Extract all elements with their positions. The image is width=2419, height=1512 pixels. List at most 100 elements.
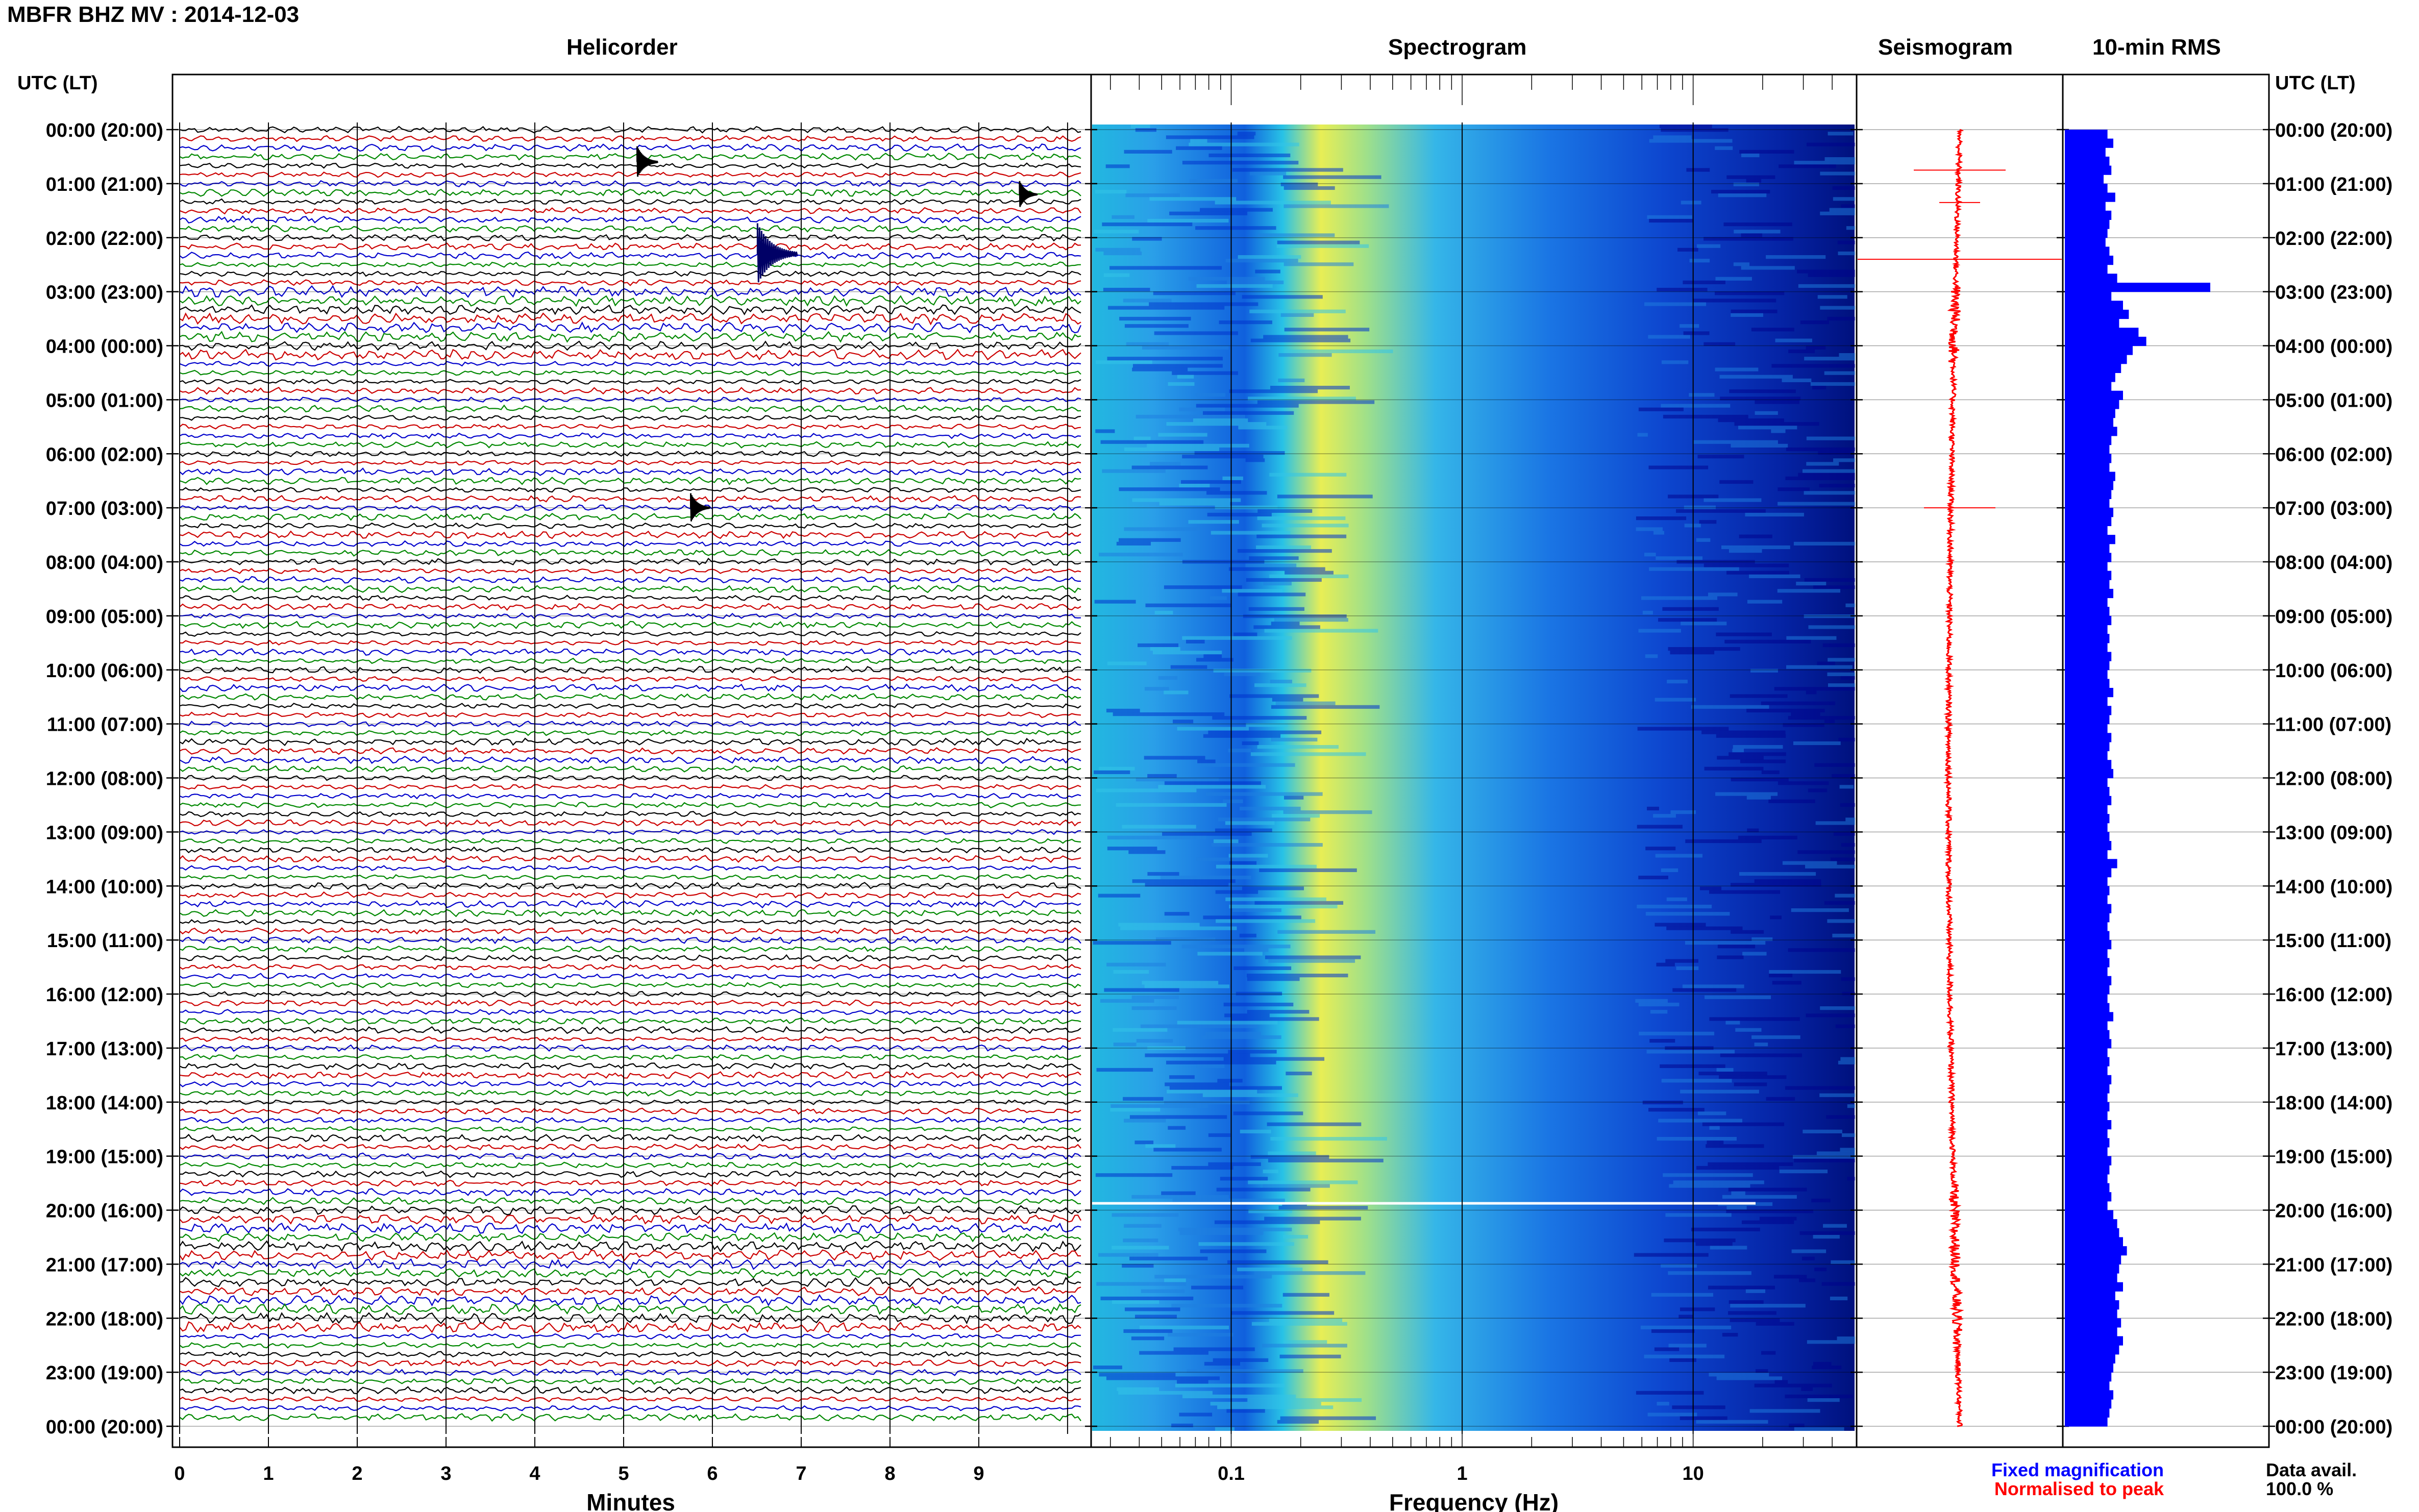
spectrogram-stripe — [1170, 665, 1207, 669]
helicorder-trace — [179, 414, 1081, 421]
spectrogram-stripe — [1830, 857, 1855, 861]
rms-bar — [2065, 1390, 2113, 1400]
spectrogram-stripe — [1638, 876, 1668, 880]
spectrogram-stripe — [1782, 378, 1812, 382]
spectrogram-stripe — [1158, 785, 1266, 789]
spectrogram-stripe — [1113, 970, 1149, 974]
rms-bar — [2065, 499, 2110, 508]
helicorder-trace — [179, 639, 1081, 646]
spectrogram-stripe — [1722, 1333, 1738, 1337]
spectrogram-stripe — [1648, 335, 1690, 339]
spectrogram-stripe — [1804, 357, 1855, 361]
spectrogram-stripe — [1147, 872, 1179, 876]
helicorder-event — [756, 223, 798, 283]
spectrogram-stripe — [1164, 690, 1189, 695]
spectrogram-stripe — [1812, 1366, 1842, 1370]
spectrogram-stripe — [1106, 708, 1140, 713]
spectrogram-stripe — [1647, 1412, 1697, 1417]
spectrogram-stripe — [1206, 491, 1267, 495]
helicorder-trace — [179, 304, 1081, 315]
helicorder-trace — [179, 143, 1081, 152]
spectrogram-stripe — [1240, 1129, 1271, 1133]
spectrogram-stripe — [1124, 1119, 1166, 1123]
helicorder-trace — [179, 1188, 1081, 1197]
spectrogram-stripe — [1666, 926, 1743, 930]
spectrogram-stripe — [1113, 712, 1225, 716]
spectrogram-stripe — [1673, 1180, 1764, 1184]
spectrogram-stripe — [1202, 1093, 1298, 1097]
helicorder-trace — [179, 1294, 1081, 1307]
helicorder-trace — [179, 1099, 1081, 1105]
rms-bar — [2065, 661, 2110, 671]
rms-bar — [2065, 156, 2110, 166]
helicorder-trace — [179, 729, 1081, 736]
rms-bar — [2065, 940, 2112, 950]
spectrogram-stripe — [1696, 1166, 1780, 1170]
helicorder-trace — [179, 1152, 1081, 1160]
spectrogram-stripe — [1650, 1010, 1668, 1014]
spectrogram-stripe — [1284, 328, 1370, 332]
spectrogram-stripe — [1173, 1347, 1255, 1351]
spectrogram-stripe — [1668, 647, 1740, 651]
spectrogram-stripe — [1128, 850, 1166, 854]
helicorder-trace — [179, 1126, 1081, 1132]
rms-bar — [2065, 670, 2108, 679]
spectrogram-stripe — [1804, 491, 1855, 495]
rms-bar — [2065, 1408, 2110, 1418]
spectrogram-stripe — [1667, 680, 1688, 684]
spectrogram-stripe — [1203, 654, 1222, 658]
spectrogram-stripe — [1132, 498, 1241, 502]
spectrogram-stripe — [1665, 1213, 1732, 1217]
spectrogram-stripe — [1149, 302, 1258, 306]
helicorder-trace — [179, 396, 1081, 403]
helicorder-trace — [179, 441, 1081, 449]
rms-bar — [2065, 256, 2113, 265]
spectrogram-stripe — [1745, 512, 1804, 517]
spectrogram-stripe — [1769, 970, 1841, 974]
spectrogram-stripe — [1733, 262, 1750, 266]
spectrogram-stripe — [1819, 1093, 1855, 1097]
spectrogram-stripe — [1171, 1304, 1282, 1308]
spectrogram-stripe — [1164, 1278, 1186, 1282]
spectrogram-stripe — [1658, 1119, 1743, 1123]
spectrogram-stripe — [1233, 966, 1292, 970]
spectrogram-stripe — [1211, 843, 1323, 847]
spectrogram-stripe — [1657, 1137, 1737, 1141]
spectrogram-stripe — [1215, 1427, 1235, 1431]
spectrogram-stripe — [1160, 876, 1251, 880]
spectrogram-stripe — [1730, 1318, 1780, 1322]
helicorder-trace — [179, 540, 1081, 548]
spectrogram-stripe — [1734, 422, 1819, 426]
spectrogram-stripe — [1256, 545, 1311, 550]
time-tick-label-left: 07:00 (03:00) — [46, 498, 163, 519]
helicorder-trace — [179, 703, 1081, 709]
spectrogram-stripe — [1225, 821, 1275, 825]
helicorder-trace — [179, 810, 1081, 817]
helicorder-trace — [179, 721, 1081, 728]
spectrogram-stripe — [1730, 1304, 1806, 1308]
spectrogram-stripe — [1133, 436, 1151, 440]
helicorder-trace — [179, 1143, 1081, 1151]
spectrogram-stripe — [1808, 625, 1855, 629]
spectrogram-stripe — [1181, 945, 1291, 949]
spectrogram-stripe — [1223, 799, 1243, 803]
spectrogram-stripe — [1831, 1260, 1855, 1264]
spectrogram-stripe — [1761, 1351, 1776, 1355]
helicorder-trace — [179, 1071, 1081, 1079]
helicorder-trace — [179, 621, 1081, 629]
spectrogram-stripe — [1269, 473, 1347, 477]
helicorder-traces — [179, 122, 1082, 1434]
spectrogram-stripe — [1098, 1253, 1158, 1257]
minute-tick-label: 8 — [884, 1463, 895, 1484]
helicorder-trace — [179, 294, 1081, 307]
rms-bar — [2065, 301, 2123, 310]
spectrogram-stripe — [1697, 455, 1744, 459]
data-avail-value: 100.0 % — [2266, 1478, 2333, 1499]
spectrogram-stripe — [1820, 1006, 1855, 1010]
spectrogram-stripe — [1683, 280, 1725, 284]
rms-bar — [2065, 1030, 2110, 1039]
helicorder-trace — [179, 340, 1081, 351]
spectrogram-stripe — [1195, 226, 1276, 230]
spectrogram-stripe — [1793, 1155, 1855, 1159]
spectrogram-stripe — [1669, 1184, 1750, 1188]
